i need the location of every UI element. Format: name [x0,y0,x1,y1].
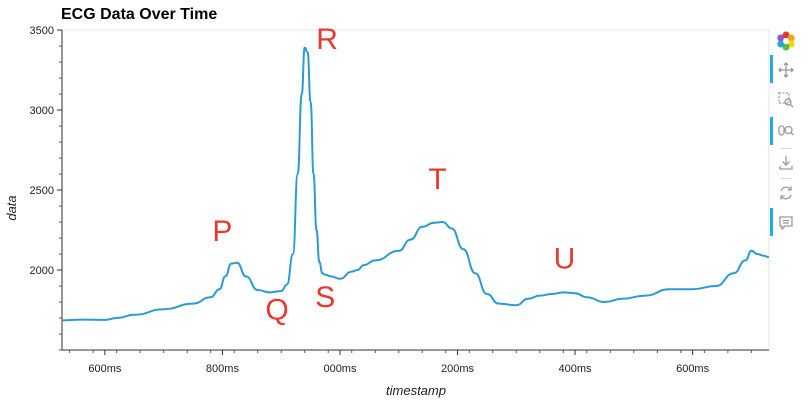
y-tick-label: 3000 [30,105,54,117]
x-tick-label: 200ms [441,363,475,375]
plot-area [62,30,769,350]
bokeh-logo-icon[interactable] [770,28,802,54]
wave-label-r: R [316,23,338,56]
y-tick-label: 2500 [30,185,54,197]
wave-label-t: T [428,163,446,196]
x-tick-label: 600ms [88,363,122,375]
y-tick-label: 3500 [30,25,54,37]
x-tick-label: 600ms [676,363,710,375]
pan-active-indicator [770,55,773,83]
wave-label-p: P [212,215,232,248]
reset-icon[interactable] [770,180,802,206]
x-axis-label: timestamp [386,383,446,398]
x-tick-label: 000ms [323,363,357,375]
toolbar-separator [780,148,792,149]
x-axis-ticks: 600ms 800ms 000ms 200ms 400ms 600ms [69,350,752,375]
hover-icon[interactable] [770,210,802,236]
toolbar-separator [780,178,792,179]
wheel-zoom-active-indicator [770,117,773,145]
hover-active-indicator [770,208,773,236]
wheel-zoom-icon[interactable] [770,118,802,144]
save-icon[interactable] [770,150,802,176]
chart-toolbar [770,28,802,268]
wave-label-q: Q [265,294,288,327]
box-zoom-icon[interactable] [770,87,802,113]
pan-icon[interactable] [770,57,802,83]
x-tick-label: 800ms [206,363,240,375]
wave-label-s: S [315,281,335,314]
series-line-ecg [61,46,770,322]
y-axis-label: data [4,195,19,220]
chart-title: ECG Data Over Time [61,6,218,23]
wave-annotations: P Q R S T U [212,23,575,326]
x-tick-label: 400ms [559,363,593,375]
y-axis-ticks: 2000 2500 3000 3500 [30,25,62,351]
y-tick-label: 2000 [30,265,54,277]
wave-label-u: U [554,242,576,275]
